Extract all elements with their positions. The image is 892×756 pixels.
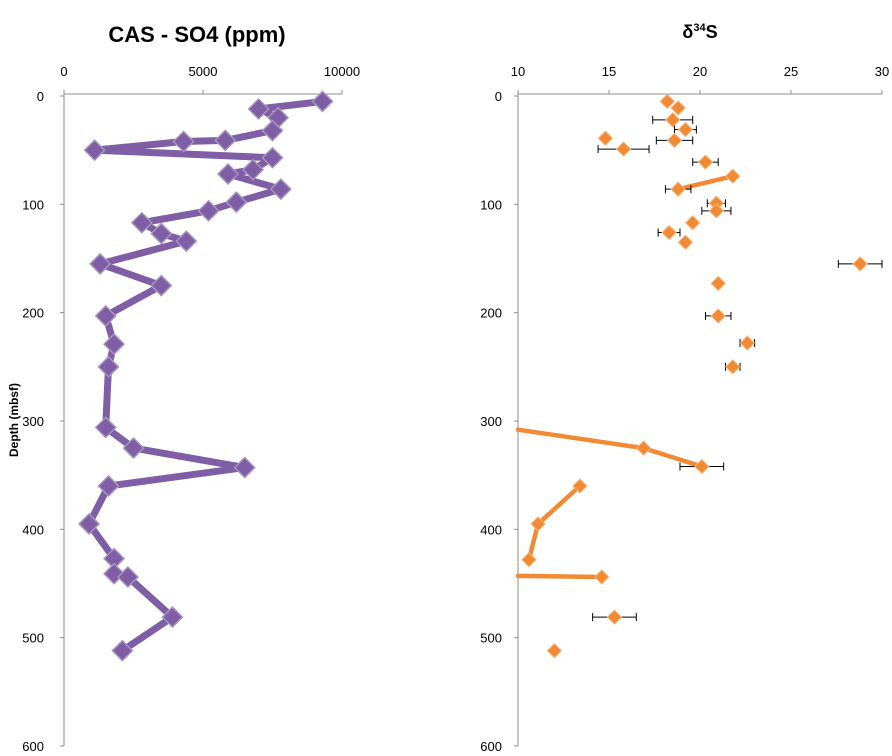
delta34s-data-point [725,168,741,184]
delta34s-data-point [661,224,677,241]
cas-so4-data-point [97,355,120,378]
cas-so4-series-line [85,97,327,655]
delta34s-data-point [659,93,675,110]
cas-so4-y-tick-label: 100 [22,197,44,212]
delta34s-title: δ34S [682,22,717,42]
delta34s-data-point [606,609,623,625]
delta34s-data-point [615,141,632,157]
cas-so4-data-point [111,639,134,662]
delta34s-panel: δ34S 10 15 20 25 30 0 100 200 300 400 500 600 [480,22,889,754]
delta34s-data-point [594,569,610,585]
cas-so4-data-point [83,139,106,162]
cas-so4-data-point [247,97,270,121]
delta34s-data-point [664,112,681,128]
cas-so4-data-point [116,565,140,589]
delta34s-data-point [694,458,710,475]
cas-so4-x-tick-label: 5000 [189,64,218,79]
delta34s-data-point [666,132,683,149]
cas-so4-data-point [175,230,198,253]
cas-so4-data-point [161,606,184,629]
cas-so4-data-point [102,333,126,356]
delta34s-x-tick-label: 15 [602,64,616,79]
delta34s-x-tick-label: 30 [875,64,889,79]
delta34s-y-tick-label: 200 [480,306,502,321]
delta34s-y-tick-label: 500 [480,631,502,646]
cas-so4-y-tick-label: 0 [37,89,44,104]
cas-so4-x-tick-label: 10000 [324,64,360,79]
cas-so4-data-point [233,456,256,479]
cas-so4-data-point [214,129,237,152]
cas-so4-y-tick-label: 300 [22,414,44,429]
cas-so4-data-point [241,158,265,181]
depth-axis-label: Depth (mbsf) [7,383,21,457]
cas-so4-data-point [122,437,145,460]
cas-so4-data-point [261,119,284,142]
delta34s-data-point [572,478,588,494]
delta34s-data-point [697,154,714,170]
delta34s-data-point [635,440,652,456]
cas-so4-data-point [89,252,112,275]
cas-so4-title: CAS - SO4 (ppm) [108,22,285,47]
delta34s-y-tick-label: 0 [495,89,502,104]
delta34s-data-point [710,275,726,292]
delta34s-data-point [725,359,741,375]
cas-so4-x-tick-label: 0 [60,64,67,79]
cas-so4-panel: CAS - SO4 (ppm) 0 5000 10000 0 100 200 300 400… [7,22,360,754]
cas-so4-data-point [172,130,195,153]
cas-so4-data-point [94,304,117,327]
delta34s-x-tick-label: 20 [693,64,707,79]
cas-so4-y-tick-label: 500 [22,631,44,646]
delta34s-data-point [670,100,686,116]
delta34s-series-line [675,173,736,192]
delta34s-data-point [708,203,725,219]
delta34s-y-tick-label: 400 [480,522,502,537]
delta34s-data-point [546,642,563,659]
delta34s-data-point [852,256,868,272]
cas-so4-data-point [225,191,248,214]
cas-so4-data-point [197,199,220,222]
delta34s-series-line [515,427,705,469]
delta34s-x-tick-label: 25 [784,64,798,79]
cas-so4-y-tick-label: 200 [22,306,44,321]
cas-so4-data-point [97,474,120,498]
cas-so4-data-point [130,211,153,234]
delta34s-y-tick-label: 300 [480,414,502,429]
cas-so4-y-tick-label: 600 [22,739,44,754]
cas-so4-data-point [269,178,292,201]
delta34s-data-point [677,121,694,138]
delta34s-data-point [530,516,546,532]
delta34s-data-point [597,130,614,146]
delta34s-data-point [521,551,537,568]
cas-so4-data-point [150,222,173,245]
cas-so4-data-point [311,90,334,113]
delta34s-data-point [677,234,694,250]
delta34s-data-point [710,308,726,324]
cas-so4-data-point [261,146,284,169]
delta34s-data-point [670,181,686,197]
delta34s-y-tick-label: 600 [480,739,502,754]
delta34s-y-tick-label: 100 [480,197,502,212]
cas-so4-data-point [216,162,240,186]
delta34s-series-line [515,573,604,580]
delta34s-data-point [739,335,756,351]
cas-so4-y-tick-label: 400 [22,522,44,537]
delta34s-x-tick-label: 10 [511,64,525,79]
cas-so4-data-point [150,274,173,297]
cas-so4-data-point [77,512,101,535]
cas-so4-data-point [94,416,117,439]
delta34s-data-point [685,215,701,231]
